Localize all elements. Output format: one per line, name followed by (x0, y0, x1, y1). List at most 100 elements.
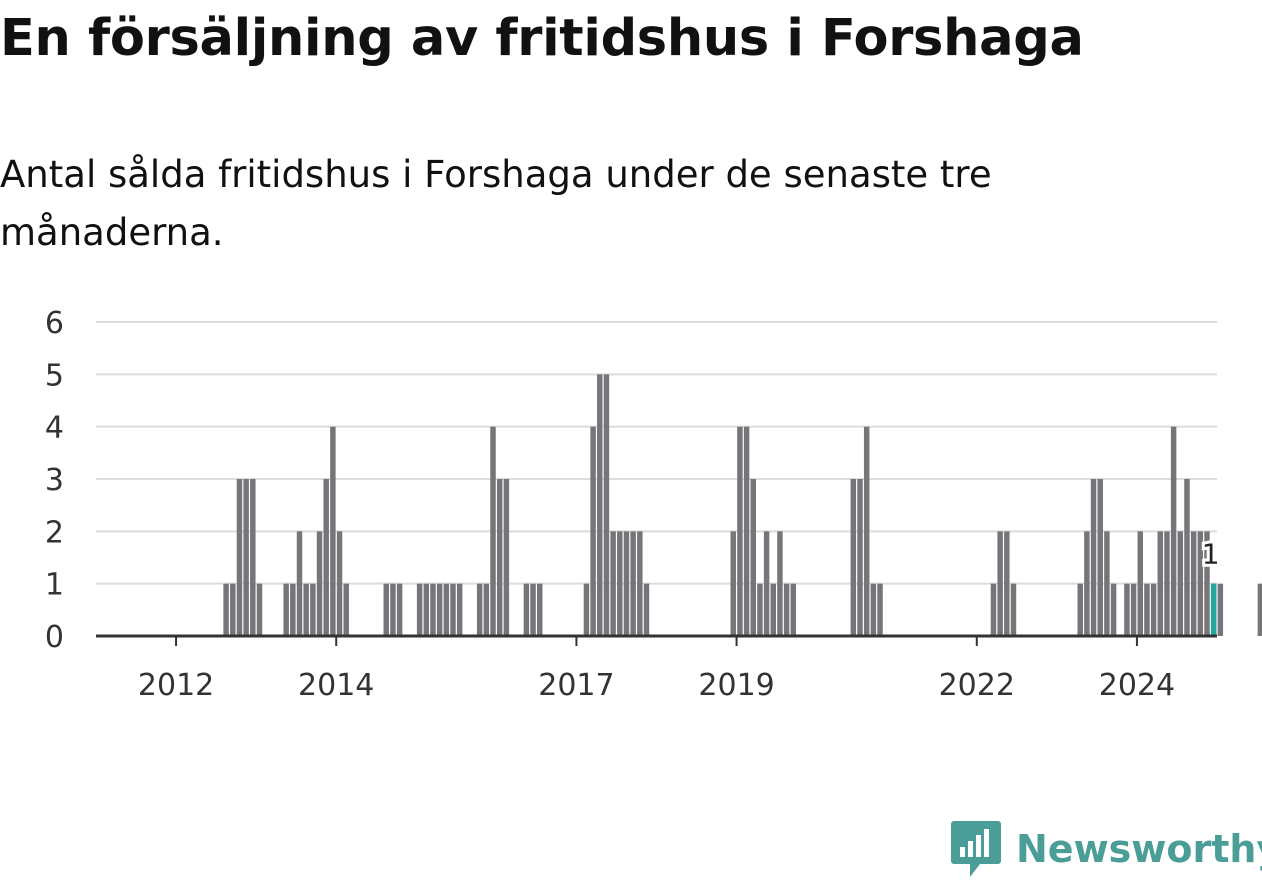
y-tick-label: 2 (45, 515, 64, 550)
bar (623, 531, 630, 636)
y-tick-label: 0 (45, 620, 64, 655)
x-tick-label: 2014 (298, 668, 374, 703)
bar (396, 583, 403, 636)
bar (617, 531, 623, 636)
bar (230, 583, 236, 636)
bar (1137, 531, 1144, 636)
newsworthy-logo: Newsworthy (950, 818, 1262, 880)
bar (877, 583, 883, 636)
y-tick-label: 5 (45, 358, 64, 393)
bar (1010, 583, 1017, 636)
bar (1104, 531, 1110, 636)
x-tick-label: 2019 (698, 668, 774, 703)
chart-title: En försäljning av fritidshus i Forshaga (0, 9, 1084, 68)
bar (1170, 426, 1177, 636)
bar (436, 583, 443, 636)
bar (643, 583, 650, 636)
x-tick-label: 2024 (1099, 668, 1175, 703)
bar (790, 583, 797, 636)
bar (1097, 479, 1103, 636)
bar (1090, 479, 1097, 636)
bar (330, 426, 336, 636)
bar (743, 426, 750, 636)
bar (223, 583, 229, 636)
y-tick-label: 3 (45, 463, 64, 498)
bar (990, 583, 997, 636)
bar (597, 374, 603, 636)
data-labels: 1 (1199, 535, 1223, 574)
bar (443, 583, 450, 636)
bar (1197, 531, 1204, 636)
bar (630, 531, 636, 636)
bar (1164, 531, 1170, 636)
bar (750, 479, 756, 636)
data-label: 1 (1202, 538, 1220, 571)
bar (336, 531, 343, 636)
bar (863, 426, 870, 636)
bar (1150, 583, 1157, 636)
x-tick-label: 2017 (538, 668, 614, 703)
bar (857, 479, 863, 636)
bar (536, 583, 543, 636)
x-tick-label: 2012 (138, 668, 214, 703)
y-tick-label: 6 (45, 306, 64, 341)
bar (256, 583, 263, 636)
bar (243, 479, 249, 636)
bar (770, 583, 777, 636)
y-axis-ticks: 0 1 2 3 4 5 6 (45, 306, 64, 655)
bar (637, 531, 643, 636)
y-tick-label: 1 (45, 568, 64, 603)
bar (1130, 583, 1137, 636)
bar (503, 479, 510, 636)
bar (483, 583, 490, 636)
bar (450, 583, 456, 636)
brand-name: Newsworthy (1016, 827, 1262, 871)
bar (390, 583, 396, 636)
bar (530, 583, 536, 636)
bar (1204, 531, 1210, 636)
y-tick-label: 4 (45, 411, 64, 446)
bar (730, 531, 736, 636)
bar (303, 583, 309, 636)
bar (1144, 583, 1150, 636)
bar (1157, 531, 1164, 636)
bar (737, 426, 743, 636)
bar (310, 583, 316, 636)
bar (250, 479, 256, 636)
bar (1110, 583, 1117, 636)
bar (1184, 479, 1190, 636)
bar (523, 583, 530, 636)
bar (777, 531, 783, 636)
bar (430, 583, 436, 636)
bar (763, 531, 770, 636)
newsworthy-logo-icon (951, 821, 1001, 877)
bar (1124, 583, 1130, 636)
bar (323, 479, 329, 636)
bar (757, 583, 763, 636)
bar (283, 583, 289, 636)
bar (490, 426, 496, 636)
chart-subtitle: Antal sålda fritidshus i Forshaga under … (0, 153, 992, 254)
x-tick-label: 2022 (939, 668, 1015, 703)
bar (870, 583, 877, 636)
bar (610, 531, 616, 636)
highlight-bar (1210, 583, 1217, 636)
bar (1177, 531, 1184, 636)
bar (290, 583, 296, 636)
bar (1004, 531, 1010, 636)
bar (590, 426, 596, 636)
bar (1190, 531, 1197, 636)
bar (850, 479, 857, 636)
bar (476, 583, 483, 636)
bar (1077, 583, 1083, 636)
bar (1257, 583, 1262, 636)
bar (423, 583, 430, 636)
bar (1217, 583, 1224, 636)
bar (296, 531, 303, 636)
bar (383, 583, 389, 636)
bar (1084, 531, 1090, 636)
bar (583, 583, 590, 636)
bar (416, 583, 423, 636)
bar (603, 374, 610, 636)
